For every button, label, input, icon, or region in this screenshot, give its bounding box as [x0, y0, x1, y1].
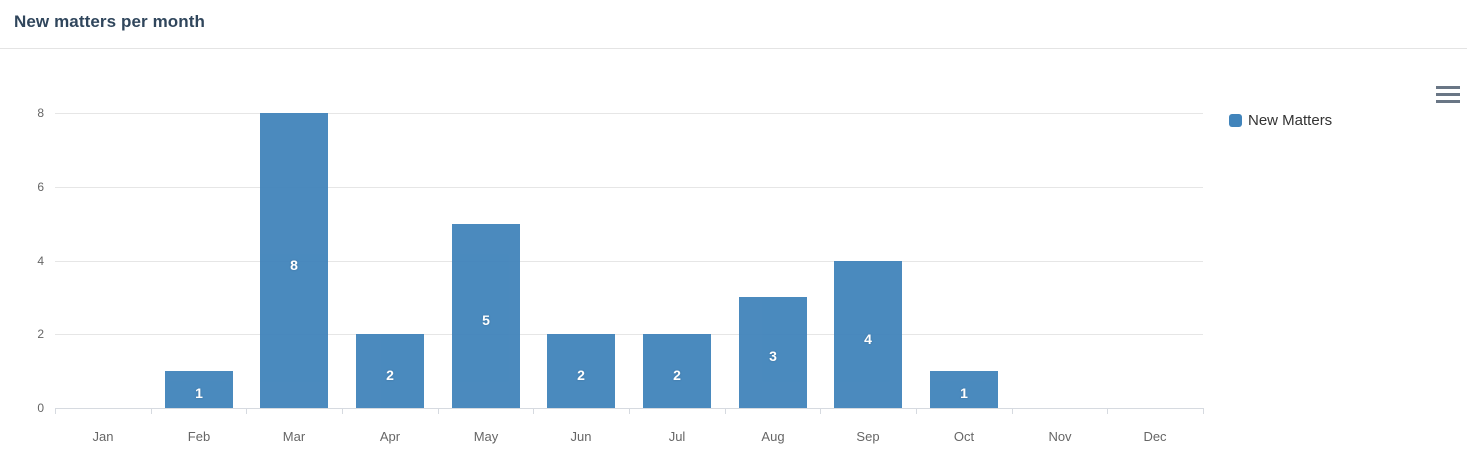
- legend-item-new-matters[interactable]: New Matters: [1229, 112, 1332, 129]
- x-axis-label-feb: Feb: [187, 429, 211, 444]
- x-axis-tick: [55, 408, 56, 414]
- x-axis-label-oct: Oct: [953, 429, 975, 444]
- y-axis-tick-label: 8: [37, 106, 44, 120]
- bar-value-label: 4: [864, 331, 872, 347]
- x-axis-tick: [533, 408, 534, 414]
- x-axis-label-jul: Jul: [668, 429, 686, 444]
- bar-value-label: 3: [769, 348, 777, 364]
- x-axis-label-dec: Dec: [1143, 429, 1167, 444]
- x-axis-tick: [246, 408, 247, 414]
- widget-header: New matters per month: [0, 0, 1467, 49]
- y-axis-tick-label: 2: [37, 327, 44, 341]
- bar-aug[interactable]: 3: [739, 297, 807, 408]
- chart-title: New matters per month: [14, 12, 206, 31]
- y-gridline: [55, 334, 1203, 335]
- x-axis-label-jun: Jun: [570, 429, 592, 444]
- y-axis-tick-label: 4: [37, 254, 44, 268]
- x-axis-label-sep: Sep: [856, 429, 880, 444]
- y-axis-tick-label: 6: [37, 180, 44, 194]
- x-axis-tick: [820, 408, 821, 414]
- chart-context-menu-button[interactable]: [1431, 79, 1465, 109]
- y-gridline: [55, 187, 1203, 188]
- bar-value-label: 2: [577, 367, 585, 383]
- y-gridline: [55, 261, 1203, 262]
- bar-value-label: 1: [960, 385, 968, 401]
- x-axis-label-jan: Jan: [92, 429, 114, 444]
- bar-value-label: 2: [673, 367, 681, 383]
- hamburger-line: [1436, 99, 1460, 103]
- hamburger-icon: [1436, 85, 1460, 103]
- bar-oct[interactable]: 1: [930, 371, 998, 408]
- y-axis-tick-label: 0: [37, 401, 44, 415]
- y-gridline: [55, 113, 1203, 114]
- x-axis-label-apr: Apr: [379, 429, 401, 444]
- bar-value-label: 2: [386, 367, 394, 383]
- x-axis-tick: [342, 408, 343, 414]
- hamburger-line: [1436, 85, 1460, 89]
- bar-value-label: 8: [290, 257, 298, 273]
- x-axis-tick: [1203, 408, 1204, 414]
- bar-may[interactable]: 5: [452, 224, 520, 408]
- x-axis-label-aug: Aug: [761, 429, 785, 444]
- bar-jul[interactable]: 2: [643, 334, 711, 408]
- legend-label: New Matters: [1248, 112, 1333, 129]
- legend-marker-icon: [1229, 114, 1242, 127]
- x-axis-tick: [438, 408, 439, 414]
- x-axis-tick: [151, 408, 152, 414]
- x-axis-tick: [916, 408, 917, 414]
- bar-sep[interactable]: 4: [834, 261, 902, 409]
- legend: New Matters: [1229, 112, 1332, 129]
- x-axis-tick: [725, 408, 726, 414]
- bar-apr[interactable]: 2: [356, 334, 424, 408]
- bar-value-label: 1: [195, 385, 203, 401]
- bar-mar[interactable]: 8: [260, 113, 328, 408]
- x-axis-label-mar: Mar: [282, 429, 306, 444]
- x-axis-tick: [629, 408, 630, 414]
- x-axis-label-nov: Nov: [1048, 429, 1072, 444]
- bar-feb[interactable]: 1: [165, 371, 233, 408]
- x-axis-tick: [1012, 408, 1013, 414]
- bar-value-label: 5: [482, 312, 490, 328]
- x-axis-tick: [1107, 408, 1108, 414]
- bar-jun[interactable]: 2: [547, 334, 615, 408]
- x-axis-label-may: May: [473, 429, 499, 444]
- hamburger-line: [1436, 92, 1460, 96]
